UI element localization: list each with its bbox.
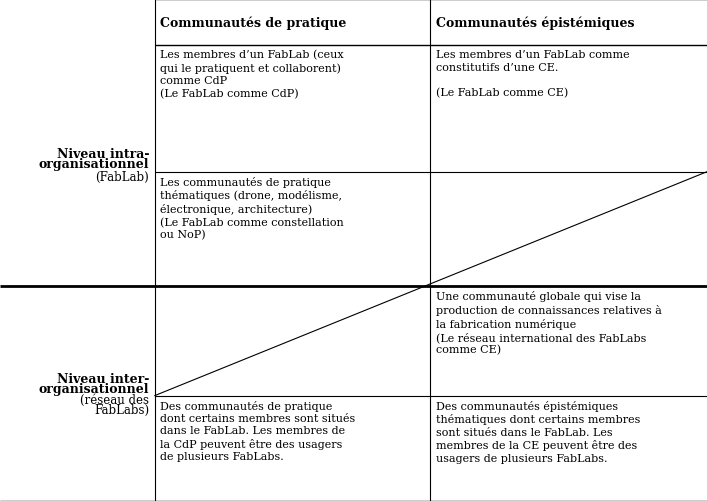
Text: Niveau intra-: Niveau intra- bbox=[57, 147, 149, 160]
Text: Communautés de pratique: Communautés de pratique bbox=[160, 17, 347, 30]
Text: Les membres d’un FabLab comme
constitutifs d’une CE.

(Le FabLab comme CE): Les membres d’un FabLab comme constituti… bbox=[436, 50, 629, 98]
Text: Les membres d’un FabLab (ceux
qui le pratiquent et collaborent)
comme CdP
(Le Fa: Les membres d’un FabLab (ceux qui le pra… bbox=[160, 50, 344, 99]
Text: organisationnel: organisationnel bbox=[39, 157, 149, 170]
Text: Niveau inter-: Niveau inter- bbox=[57, 372, 149, 385]
Text: (réseau des: (réseau des bbox=[80, 393, 149, 406]
Text: Une communauté globale qui vise la
production de connaissances relatives à
la fa: Une communauté globale qui vise la produ… bbox=[436, 291, 661, 355]
Text: Communautés épistémiques: Communautés épistémiques bbox=[436, 17, 634, 30]
Text: FabLabs): FabLabs) bbox=[94, 403, 149, 416]
Text: Les communautés de pratique
thématiques (drone, modélisme,
électronique, archite: Les communautés de pratique thématiques … bbox=[160, 176, 344, 240]
Text: (FabLab): (FabLab) bbox=[95, 171, 149, 184]
Text: organisationnel: organisationnel bbox=[39, 382, 149, 395]
Text: Des communautés épistémiques
thématiques dont certains membres
sont situés dans : Des communautés épistémiques thématiques… bbox=[436, 400, 640, 463]
Text: Des communautés de pratique
dont certains membres sont situés
dans le FabLab. Le: Des communautés de pratique dont certain… bbox=[160, 400, 356, 461]
